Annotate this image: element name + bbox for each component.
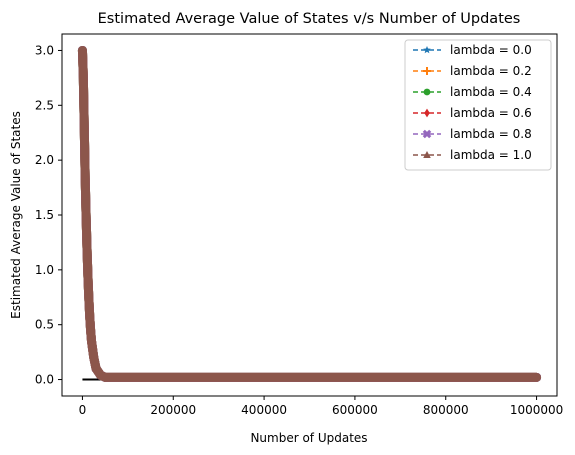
data-point <box>532 373 541 381</box>
data-point <box>351 373 359 381</box>
legend-label: lambda = 0.6 <box>450 106 532 120</box>
data-point <box>83 243 91 251</box>
legend: lambda = 0.0 lambda = 0.2 lambda = 0.4 lamb… <box>404 39 552 171</box>
legend-label: lambda = 1.0 <box>450 148 532 162</box>
legend-item: lambda = 0.0 <box>413 43 532 57</box>
data-point <box>89 353 98 361</box>
data-point <box>78 46 87 54</box>
series-markers-5 <box>78 46 541 381</box>
y-tick-label: 3.0 <box>35 43 54 57</box>
x-tick-label: 400000 <box>241 403 287 417</box>
x-tick-label: 800000 <box>423 403 469 417</box>
data-point <box>169 373 178 381</box>
x-tick-label: 600000 <box>332 403 378 417</box>
chart-title: Estimated Average Value of States v/s Nu… <box>98 11 521 27</box>
data-point <box>80 123 89 131</box>
x-tick-label: 200000 <box>150 403 196 417</box>
x-axis-label: Number of Updates <box>250 431 367 445</box>
legend-marker <box>423 46 431 54</box>
data-point <box>96 371 105 379</box>
legend-label: lambda = 0.2 <box>450 64 532 78</box>
legend-marker <box>423 88 431 96</box>
legend-marker <box>423 151 431 158</box>
y-axis: 0.0 0.5 1.0 1.5 2.0 2.5 3.0 <box>35 43 62 387</box>
y-tick-label: 0.0 <box>35 373 54 387</box>
plot-area <box>77 45 542 382</box>
data-point <box>85 311 94 319</box>
legend-item: lambda = 0.4 <box>413 85 532 99</box>
data-point <box>81 172 89 180</box>
y-tick-label: 2.5 <box>35 98 54 112</box>
data-point <box>441 373 450 381</box>
y-tick-label: 1.0 <box>35 263 54 277</box>
data-point <box>82 211 90 218</box>
data-point <box>260 373 268 381</box>
y-tick-label: 2.0 <box>35 153 54 167</box>
data-point <box>84 293 93 301</box>
data-point <box>92 364 100 372</box>
legend-label: lambda = 0.4 <box>450 85 532 99</box>
legend-item: lambda = 0.2 <box>413 64 532 78</box>
legend-label: lambda = 0.0 <box>450 43 532 57</box>
data-point <box>124 373 132 381</box>
x-tick-label: 0 <box>79 403 87 417</box>
y-axis-label: Estimated Average Value of States <box>9 111 23 319</box>
data-point <box>84 271 92 279</box>
legend-item: lambda = 0.8 <box>413 127 532 141</box>
x-axis: 0 200000 400000 600000 800000 1000000 <box>79 396 563 417</box>
data-point <box>79 73 88 81</box>
legend-label: lambda = 0.8 <box>450 127 532 141</box>
legend-marker <box>423 67 431 75</box>
legend-marker <box>422 129 432 139</box>
legend-box <box>404 39 552 171</box>
y-tick-label: 0.5 <box>35 318 54 332</box>
legend-item: lambda = 1.0 <box>413 148 532 162</box>
data-point <box>87 337 96 345</box>
legend-marker <box>424 108 430 118</box>
y-tick-label: 1.5 <box>35 208 54 222</box>
data-point <box>86 326 95 334</box>
series-5 <box>77 45 542 382</box>
x-tick-label: 1000000 <box>510 403 563 417</box>
data-point <box>101 373 109 381</box>
legend-item: lambda = 0.6 <box>413 106 532 120</box>
